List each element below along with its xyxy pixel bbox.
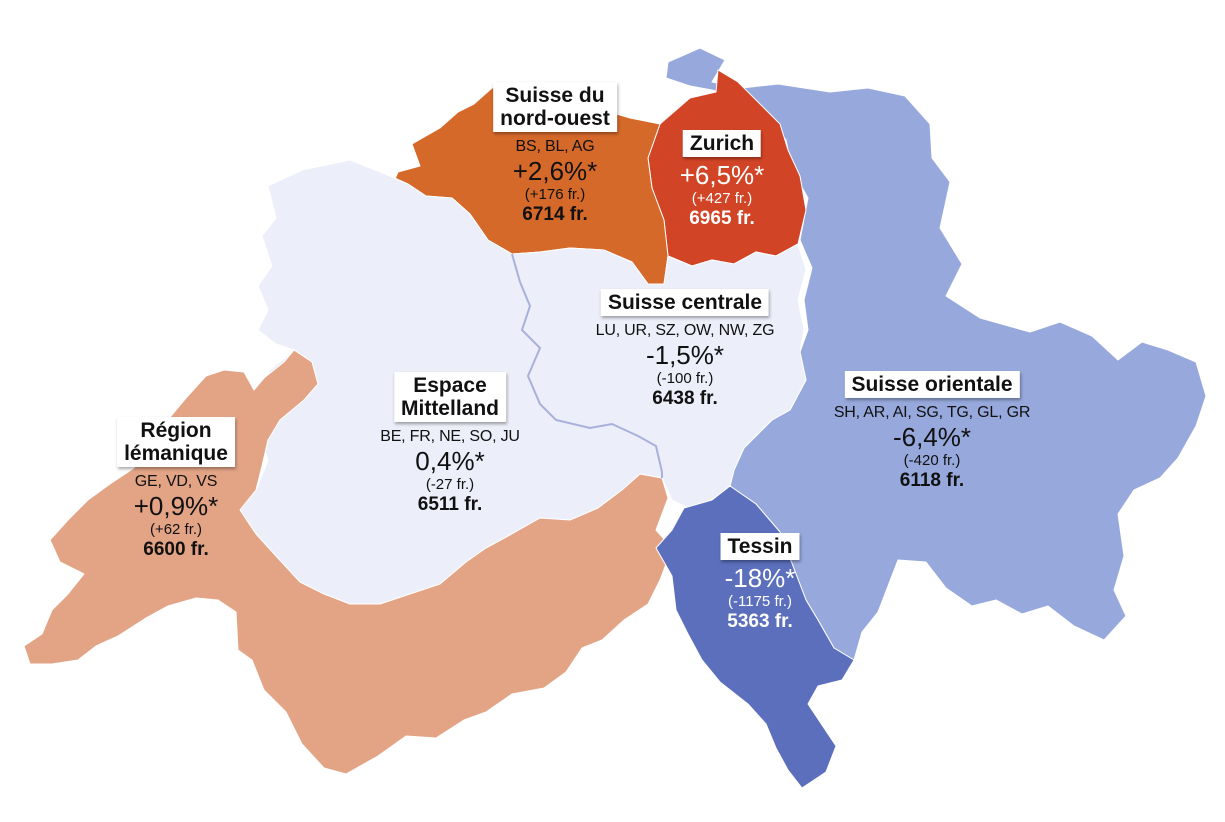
region-title: Espace Mittelland [393, 372, 506, 422]
region-salary: 6714 fr. [522, 204, 588, 225]
region-cantons: LU, UR, SZ, OW, NW, ZG [595, 322, 775, 339]
region-tessin: Tessin -18%* (-1175 fr.) 5363 fr. [720, 533, 800, 633]
region-salary: 6965 fr. [689, 208, 755, 229]
region-diff: (+427 fr.) [691, 190, 753, 207]
region-title: Zurich [682, 130, 762, 157]
region-shape-orientale [665, 47, 1207, 661]
region-cantons: GE, VD, VS [134, 473, 218, 490]
region-cantons: SH, AR, AI, SG, TG, GL, GR [833, 404, 1031, 421]
region-salary: 6118 fr. [899, 470, 965, 491]
region-diff: (+62 fr.) [149, 521, 203, 538]
region-change: +2,6%* [512, 156, 598, 186]
region-orientale: Suisse orientale SH, AR, AI, SG, TG, GL,… [834, 371, 1030, 492]
region-salary: 5363 fr. [727, 611, 793, 632]
region-diff: (-1175 fr.) [728, 593, 792, 610]
region-title: Suisse centrale [600, 289, 770, 316]
region-change: -1,5%* [645, 340, 725, 370]
region-salary: 6511 fr. [417, 494, 483, 515]
region-shape-tessin [655, 485, 855, 789]
region-change: 0,4%* [415, 446, 485, 476]
region-diff: (-27 fr.) [425, 476, 475, 493]
region-salary: 6438 fr. [652, 388, 718, 409]
region-title: Région lémanique [117, 417, 235, 467]
region-lemanique: Région lémanique GE, VD, VS +0,9%* (+62 … [117, 417, 235, 561]
region-cantons: BE, FR, NE, SO, JU [380, 428, 520, 445]
region-zurich: Zurich +6,5%* (+427 fr.) 6965 fr. [679, 130, 765, 230]
region-nordouest: Suisse du nord-ouest BS, BL, AG +2,6%* (… [493, 82, 617, 226]
region-cantons: BS, BL, AG [515, 138, 595, 155]
region-salary: 6600 fr. [143, 539, 209, 560]
region-diff: (-100 fr.) [656, 370, 714, 387]
region-border-line [511, 253, 663, 478]
region-diff: (+176 fr.) [524, 186, 586, 203]
region-mittelland: Espace Mittelland BE, FR, NE, SO, JU 0,4… [380, 372, 520, 516]
region-title: Tessin [720, 533, 800, 560]
region-change: +0,9%* [133, 491, 219, 521]
region-change: +6,5%* [679, 160, 765, 190]
region-change: -6,4%* [892, 422, 972, 452]
region-diff: (-420 fr.) [903, 452, 961, 469]
region-title: Suisse du nord-ouest [493, 82, 617, 132]
region-change: -18%* [724, 563, 796, 593]
region-title: Suisse orientale [844, 371, 1020, 398]
region-centrale: Suisse centrale LU, UR, SZ, OW, NW, ZG -… [596, 289, 775, 410]
